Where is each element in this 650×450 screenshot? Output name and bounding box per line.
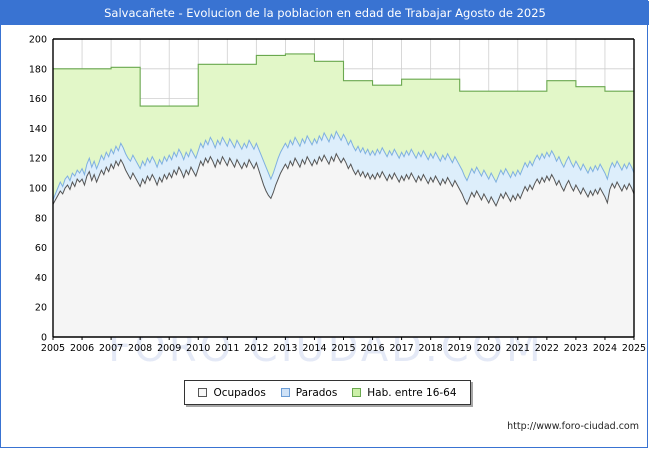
svg-text:2011: 2011 — [215, 343, 239, 354]
svg-text:120: 120 — [29, 154, 47, 165]
svg-text:200: 200 — [29, 35, 47, 46]
svg-text:180: 180 — [29, 64, 47, 75]
svg-text:140: 140 — [29, 124, 47, 135]
svg-text:2012: 2012 — [244, 343, 268, 354]
svg-text:2023: 2023 — [564, 343, 588, 354]
svg-text:2006: 2006 — [70, 343, 94, 354]
svg-text:160: 160 — [29, 94, 47, 105]
svg-text:60: 60 — [35, 243, 47, 254]
svg-text:0: 0 — [41, 333, 47, 344]
svg-text:2016: 2016 — [360, 343, 384, 354]
legend-item-parados: Parados — [280, 386, 338, 399]
window-title: Salvacañete - Evolucion de la poblacion … — [1, 1, 649, 25]
svg-text:2018: 2018 — [419, 343, 443, 354]
legend-swatch-parados — [280, 388, 290, 397]
svg-text:2017: 2017 — [390, 343, 414, 354]
svg-text:2005: 2005 — [41, 343, 65, 354]
svg-text:2015: 2015 — [331, 343, 355, 354]
svg-text:2024: 2024 — [593, 343, 617, 354]
svg-text:20: 20 — [35, 303, 47, 314]
legend-label-ocupados: Ocupados — [213, 386, 266, 399]
legend-item-ocupados: Ocupados — [198, 386, 266, 399]
svg-text:2009: 2009 — [157, 343, 181, 354]
svg-text:2010: 2010 — [186, 343, 210, 354]
svg-text:2021: 2021 — [506, 343, 530, 354]
svg-text:2025: 2025 — [622, 343, 646, 354]
svg-text:100: 100 — [29, 184, 47, 195]
legend-item-habitantes: Hab. entre 16-64 — [352, 386, 457, 399]
legend-label-habitantes: Hab. entre 16-64 — [367, 386, 457, 399]
svg-text:2014: 2014 — [302, 343, 326, 354]
source-url[interactable]: http://www.foro-ciudad.com — [507, 421, 639, 432]
legend-label-parados: Parados — [295, 386, 338, 399]
population-chart: 0 20 40 60 80 100 120 140 160 180 200 2005 2006 2007 2… — [29, 35, 646, 355]
svg-text:2020: 2020 — [477, 343, 501, 354]
chart-area: FORO CIUDAD.COM 0 20 40 60 80 100 120 140 160 180… — [1, 25, 649, 449]
chart-legend: Ocupados Parados Hab. entre 16-64 — [184, 380, 471, 405]
svg-text:2007: 2007 — [99, 343, 123, 354]
svg-text:40: 40 — [35, 273, 47, 284]
svg-text:2022: 2022 — [535, 343, 559, 354]
legend-swatch-habitantes — [352, 388, 362, 397]
svg-text:2008: 2008 — [128, 343, 152, 354]
svg-text:2013: 2013 — [273, 343, 297, 354]
svg-text:80: 80 — [35, 213, 47, 224]
legend-swatch-ocupados — [198, 388, 208, 397]
svg-text:2019: 2019 — [448, 343, 472, 354]
